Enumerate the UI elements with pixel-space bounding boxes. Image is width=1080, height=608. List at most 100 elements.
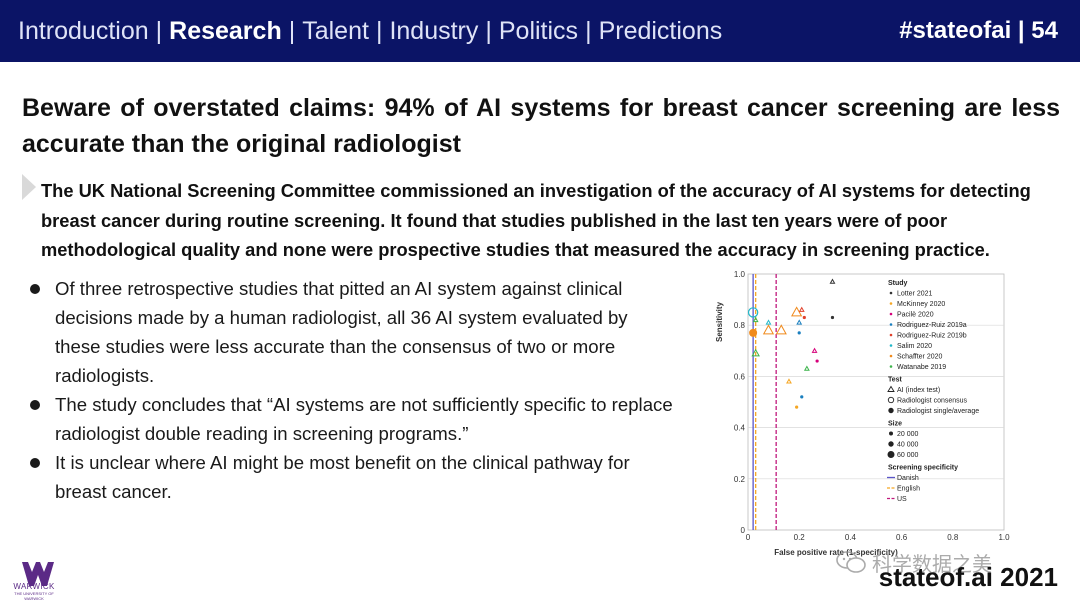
legend-swatch xyxy=(889,365,893,368)
legend-size-icon xyxy=(887,451,895,458)
nav-item-talent[interactable]: Talent xyxy=(302,16,369,45)
x-tick-label: 0.8 xyxy=(947,533,959,542)
bullet-item: Of three retrospective studies that pitt… xyxy=(28,274,678,390)
legend-entry: Salim 2020 xyxy=(897,343,932,350)
legend-entry: AI (index test) xyxy=(897,387,940,394)
ai-point xyxy=(762,324,775,335)
slide-tag: #stateofai | 54 xyxy=(899,17,1058,44)
legend-size-icon xyxy=(889,431,893,436)
y-tick-label: 0.4 xyxy=(734,424,746,433)
ai-point xyxy=(775,324,787,335)
legend-swatch xyxy=(889,291,893,295)
y-tick-label: 0 xyxy=(741,526,746,535)
section-nav: Introduction | Research | Talent | Industry | Po… xyxy=(18,0,722,62)
radiologist-point xyxy=(749,328,758,337)
bullet-list: Of three retrospective studies that pitt… xyxy=(28,274,678,506)
watermark: 科学数据之美 xyxy=(836,548,992,576)
legend-entry: 40 000 xyxy=(897,442,919,449)
x-tick-label: 0.2 xyxy=(794,533,806,542)
x-tick-label: 0.4 xyxy=(845,533,857,542)
x-tick-label: 1.0 xyxy=(998,533,1010,542)
radiologist-point xyxy=(800,395,804,399)
ai-point xyxy=(765,319,772,325)
legend-dot-icon xyxy=(888,407,894,414)
ai-point xyxy=(751,348,760,357)
x-tick-label: 0.6 xyxy=(896,533,908,542)
bullet-text: Of three retrospective studies that pitt… xyxy=(55,278,628,386)
ai-point xyxy=(811,347,818,353)
legend-circle-icon xyxy=(887,396,895,404)
radiologist-point xyxy=(802,315,806,320)
y-tick-label: 1.0 xyxy=(734,270,746,279)
y-tick-label: 0.8 xyxy=(734,321,746,330)
ai-point xyxy=(798,306,805,312)
summary-arrow-icon xyxy=(22,174,36,200)
warwick-logo-icon xyxy=(22,562,54,586)
nav-separator: | xyxy=(485,16,492,45)
bullet-text: It is unclear where AI might be most ben… xyxy=(55,452,630,502)
radiologist-point xyxy=(830,315,835,320)
logo-text: WARWICK xyxy=(13,582,55,591)
nav-item-industry[interactable]: Industry xyxy=(389,16,479,45)
legend-entry: Schaffter 2020 xyxy=(897,354,943,361)
y-axis-label: Sensitivity xyxy=(715,301,724,342)
sensitivity-scatter-chart: 0 0.2 0.4 0.6 0.8 1.0 0 0.2 0.4 0.6 0.8 1.0 False po… xyxy=(715,270,1010,557)
bullet-dot-icon xyxy=(30,400,40,410)
legend-entry: Radiologist consensus xyxy=(897,398,968,405)
bullet-item: The study concludes that “AI systems are… xyxy=(28,390,678,448)
bullet-text: The study concludes that “AI systems are… xyxy=(55,394,673,444)
slide-headline: Beware of overstated claims: 94% of AI s… xyxy=(22,94,1060,158)
legend-swatch xyxy=(889,354,893,358)
legend-swatch xyxy=(889,302,893,305)
nav-item-introduction[interactable]: Introduction xyxy=(18,16,149,45)
legend-size-icon xyxy=(888,441,894,447)
legend-entry: US xyxy=(897,496,907,503)
legend-swatch xyxy=(889,312,893,316)
legend-heading: Screening specificity xyxy=(888,465,958,472)
nav-separator: | xyxy=(155,16,163,45)
legend-entry: McKinney 2020 xyxy=(897,301,945,308)
nav-separator: | xyxy=(375,16,383,45)
legend-entry: 60 000 xyxy=(897,452,919,459)
bullet-dot-icon xyxy=(30,458,40,468)
nav-item-research[interactable]: Research xyxy=(169,16,282,45)
legend-triangle-icon xyxy=(887,385,895,392)
nav-item-predictions[interactable]: Predictions xyxy=(598,16,723,45)
radiologist-point xyxy=(815,359,819,363)
legend-entry: Lotter 2021 xyxy=(897,291,933,298)
nav-separator: | xyxy=(288,16,296,45)
summary-text: The UK National Screening Committee comm… xyxy=(41,180,1031,260)
bullet-item: It is unclear where AI might be most ben… xyxy=(28,448,678,506)
legend-swatch xyxy=(889,344,893,347)
legend-entry: Danish xyxy=(897,475,919,482)
legend-entry: English xyxy=(897,486,920,493)
ai-point xyxy=(829,278,836,284)
ai-point xyxy=(786,378,792,384)
watermark-text: 科学数据之美 xyxy=(872,553,992,576)
ai-point xyxy=(796,319,803,325)
logo-subtext: THE UNIVERSITY OF WARWICK xyxy=(14,591,54,601)
ai-point xyxy=(803,365,810,371)
consensus-point xyxy=(747,307,759,318)
radiologist-point xyxy=(795,405,799,409)
footer-brand: stateof.ai 2021 xyxy=(878,562,1058,592)
wechat-icon xyxy=(836,551,866,573)
legend-swatch xyxy=(889,323,893,326)
bullet-dot-icon xyxy=(30,284,40,294)
legend-entry: Pacilè 2020 xyxy=(897,312,934,319)
legend-entry: Radiologist single/average xyxy=(897,408,979,415)
ai-point xyxy=(752,316,759,323)
y-tick-label: 0.2 xyxy=(734,475,746,484)
legend-entry: Rodriguez-Ruiz 2019a xyxy=(897,322,967,329)
nav-item-politics[interactable]: Politics xyxy=(498,16,579,45)
legend-heading: Size xyxy=(888,421,902,428)
y-tick-label: 0.6 xyxy=(734,372,746,381)
x-axis-label: False positive rate (1-specificity) xyxy=(774,548,898,557)
legend-entry: Watanabe 2019 xyxy=(897,364,946,371)
plot-area xyxy=(747,273,1005,531)
legend-heading: Test xyxy=(888,377,903,384)
legend-entry: 20 000 xyxy=(897,431,919,438)
legend-swatch xyxy=(889,333,893,337)
legend-entry: Rodriguez-Ruiz 2019b xyxy=(897,333,967,340)
nav-separator: | xyxy=(585,16,592,45)
